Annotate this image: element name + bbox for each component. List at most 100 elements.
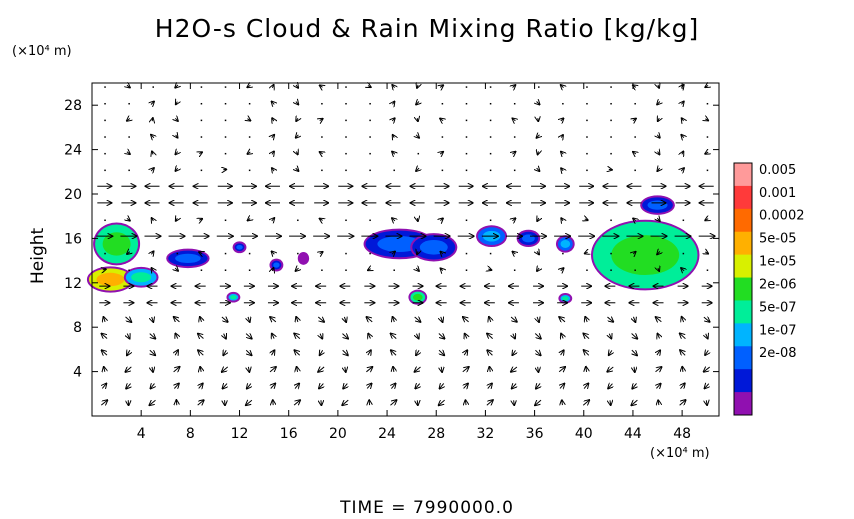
colorbar-swatch bbox=[734, 346, 752, 370]
wind-vector bbox=[682, 152, 683, 155]
cloud-core bbox=[412, 293, 423, 301]
wind-vector bbox=[680, 333, 686, 338]
vector-dot bbox=[706, 102, 709, 105]
wind-vector bbox=[586, 367, 587, 372]
wind-vector bbox=[296, 268, 299, 271]
wind-vector bbox=[538, 151, 539, 154]
wind-vector bbox=[199, 252, 202, 253]
wind-vector bbox=[513, 85, 516, 87]
wind-vector bbox=[198, 350, 203, 355]
cloud-core bbox=[175, 253, 201, 264]
cloud-region bbox=[555, 235, 575, 253]
vector-dot bbox=[176, 252, 179, 255]
wind-vector bbox=[320, 334, 322, 339]
wind-vector bbox=[681, 268, 684, 271]
cloud-core bbox=[230, 295, 237, 300]
vector-dot bbox=[610, 269, 612, 271]
vector-dot bbox=[393, 169, 395, 172]
wind-vector bbox=[634, 367, 635, 372]
wind-vector bbox=[561, 334, 563, 339]
wind-vector bbox=[175, 350, 178, 355]
cloud-region bbox=[232, 241, 247, 254]
wind-vector bbox=[318, 367, 325, 372]
wind-vector bbox=[100, 400, 107, 405]
wind-vector bbox=[512, 218, 515, 220]
wind-vector bbox=[488, 269, 491, 270]
x-tick-label: 16 bbox=[280, 426, 298, 442]
wind-vector bbox=[392, 152, 395, 155]
wind-vector bbox=[464, 384, 468, 389]
wind-vector bbox=[272, 151, 274, 154]
wind-vector bbox=[297, 367, 298, 372]
vector-dot bbox=[321, 269, 323, 271]
wind-vector bbox=[511, 367, 518, 372]
vector-dot bbox=[224, 102, 227, 105]
wind-vector bbox=[393, 367, 394, 372]
vector-dot bbox=[489, 102, 492, 105]
vector-dot bbox=[610, 136, 612, 138]
wind-vector bbox=[537, 251, 539, 254]
vector-dot bbox=[634, 102, 636, 105]
wind-vector bbox=[561, 152, 563, 155]
wind-vector bbox=[703, 317, 710, 322]
cloud-region bbox=[516, 229, 541, 248]
vector-dot bbox=[610, 152, 612, 155]
wind-vector bbox=[391, 350, 396, 355]
vector-dot bbox=[345, 136, 347, 138]
wind-vector bbox=[463, 317, 469, 322]
wind-vector bbox=[513, 334, 515, 339]
vector-dot bbox=[465, 136, 468, 138]
vector-dot bbox=[104, 136, 106, 138]
wind-vector bbox=[439, 350, 444, 355]
wind-vector bbox=[270, 317, 277, 322]
wind-vector bbox=[150, 350, 155, 355]
wind-vector bbox=[679, 400, 686, 406]
wind-vector bbox=[127, 350, 130, 355]
wind-vector bbox=[657, 135, 659, 138]
wind-vector bbox=[343, 384, 347, 389]
vector-dot bbox=[224, 219, 227, 222]
wind-vector bbox=[272, 85, 273, 88]
wind-vector bbox=[151, 251, 153, 254]
vector-dot bbox=[248, 102, 251, 105]
wind-vector bbox=[631, 399, 638, 405]
wind-vector bbox=[705, 219, 708, 221]
wind-vector bbox=[656, 317, 662, 322]
vector-dot bbox=[586, 169, 588, 172]
vector-dot bbox=[224, 136, 227, 138]
vector-dot bbox=[489, 219, 492, 222]
wind-vector bbox=[248, 219, 250, 221]
wind-vector bbox=[368, 350, 371, 355]
wind-vector bbox=[174, 384, 178, 389]
wind-vector bbox=[438, 334, 445, 339]
wind-vector bbox=[176, 102, 177, 105]
wind-vector bbox=[705, 252, 708, 254]
wind-vector bbox=[151, 168, 154, 171]
vector-dot bbox=[297, 252, 299, 255]
wind-vector bbox=[345, 367, 346, 372]
vector-dot bbox=[562, 102, 564, 105]
vector-dot bbox=[682, 252, 685, 255]
wind-vector bbox=[272, 102, 275, 105]
cloud-core bbox=[522, 234, 535, 243]
vector-dot bbox=[634, 269, 636, 271]
wind-vector bbox=[272, 118, 274, 121]
vector-dot bbox=[345, 169, 347, 172]
wind-vector bbox=[320, 350, 323, 355]
wind-vector bbox=[415, 367, 421, 372]
wind-vector bbox=[658, 85, 659, 88]
wind-vector bbox=[392, 218, 395, 221]
wind-vector bbox=[417, 118, 418, 121]
wind-vector bbox=[417, 218, 418, 221]
vector-dot bbox=[224, 152, 227, 155]
cloud-field bbox=[86, 195, 700, 305]
wind-vector bbox=[657, 350, 660, 355]
vector-dot bbox=[538, 86, 540, 88]
vector-dot bbox=[513, 136, 516, 138]
wind-vector bbox=[680, 350, 685, 355]
wind-vector bbox=[294, 350, 299, 355]
wind-vector bbox=[416, 268, 419, 271]
colorbar-swatch bbox=[734, 254, 752, 279]
wind-vector bbox=[149, 334, 156, 339]
vector-dot bbox=[586, 136, 588, 138]
